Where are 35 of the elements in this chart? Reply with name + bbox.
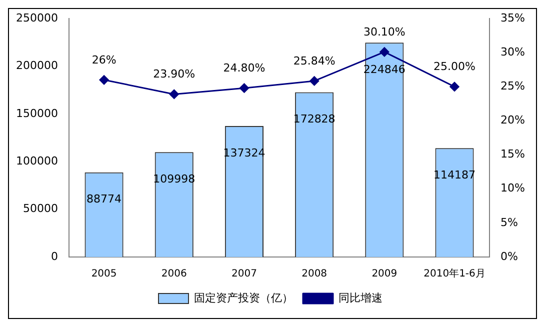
data-label: 25.84% xyxy=(293,54,336,68)
y2-tick-label: 25% xyxy=(500,80,526,93)
y2-tick-label: 10% xyxy=(500,182,526,195)
legend-label: 固定资产投资（亿） xyxy=(194,291,293,304)
point xyxy=(310,76,320,86)
data-label: 23.90% xyxy=(153,68,196,81)
point xyxy=(450,82,460,92)
y2-tick-label: 5% xyxy=(500,216,518,229)
point xyxy=(380,47,390,57)
y-tick-label: 200000 xyxy=(16,59,58,72)
data-label: 26% xyxy=(92,53,116,66)
data-label: 30.10% xyxy=(363,25,406,38)
point xyxy=(99,75,109,85)
x-tick-label: 2005 xyxy=(91,268,117,280)
y-tick-label: 50000 xyxy=(22,202,58,216)
y2-tick-label: 30% xyxy=(500,46,526,59)
x-tick-label: 2006 xyxy=(161,268,187,280)
y2-tick-label: 20% xyxy=(500,114,526,127)
y-tick-label: 150000 xyxy=(16,106,58,120)
y2-tick-label: 0% xyxy=(500,250,518,263)
y-tick-label: 0 xyxy=(50,250,58,263)
data-label: 24.80% xyxy=(223,61,266,74)
data-label: 25.00% xyxy=(434,60,476,74)
x-tick-label: 2007 xyxy=(232,268,257,280)
x-tick-label: 2009 xyxy=(372,268,398,280)
y2-tick-label: 15% xyxy=(500,148,526,161)
y2-tick-label: 35% xyxy=(500,11,526,24)
x-tick-label: 2008 xyxy=(302,268,328,280)
y-tick-label: 250000 xyxy=(16,11,58,24)
y-tick-label: 100000 xyxy=(16,154,58,168)
x-tick-label: 2010年1-6月 xyxy=(424,268,486,280)
point xyxy=(169,89,179,99)
legend-label: 同比增速 xyxy=(338,291,382,304)
data-label: 88774 xyxy=(86,192,122,206)
point xyxy=(239,83,249,93)
